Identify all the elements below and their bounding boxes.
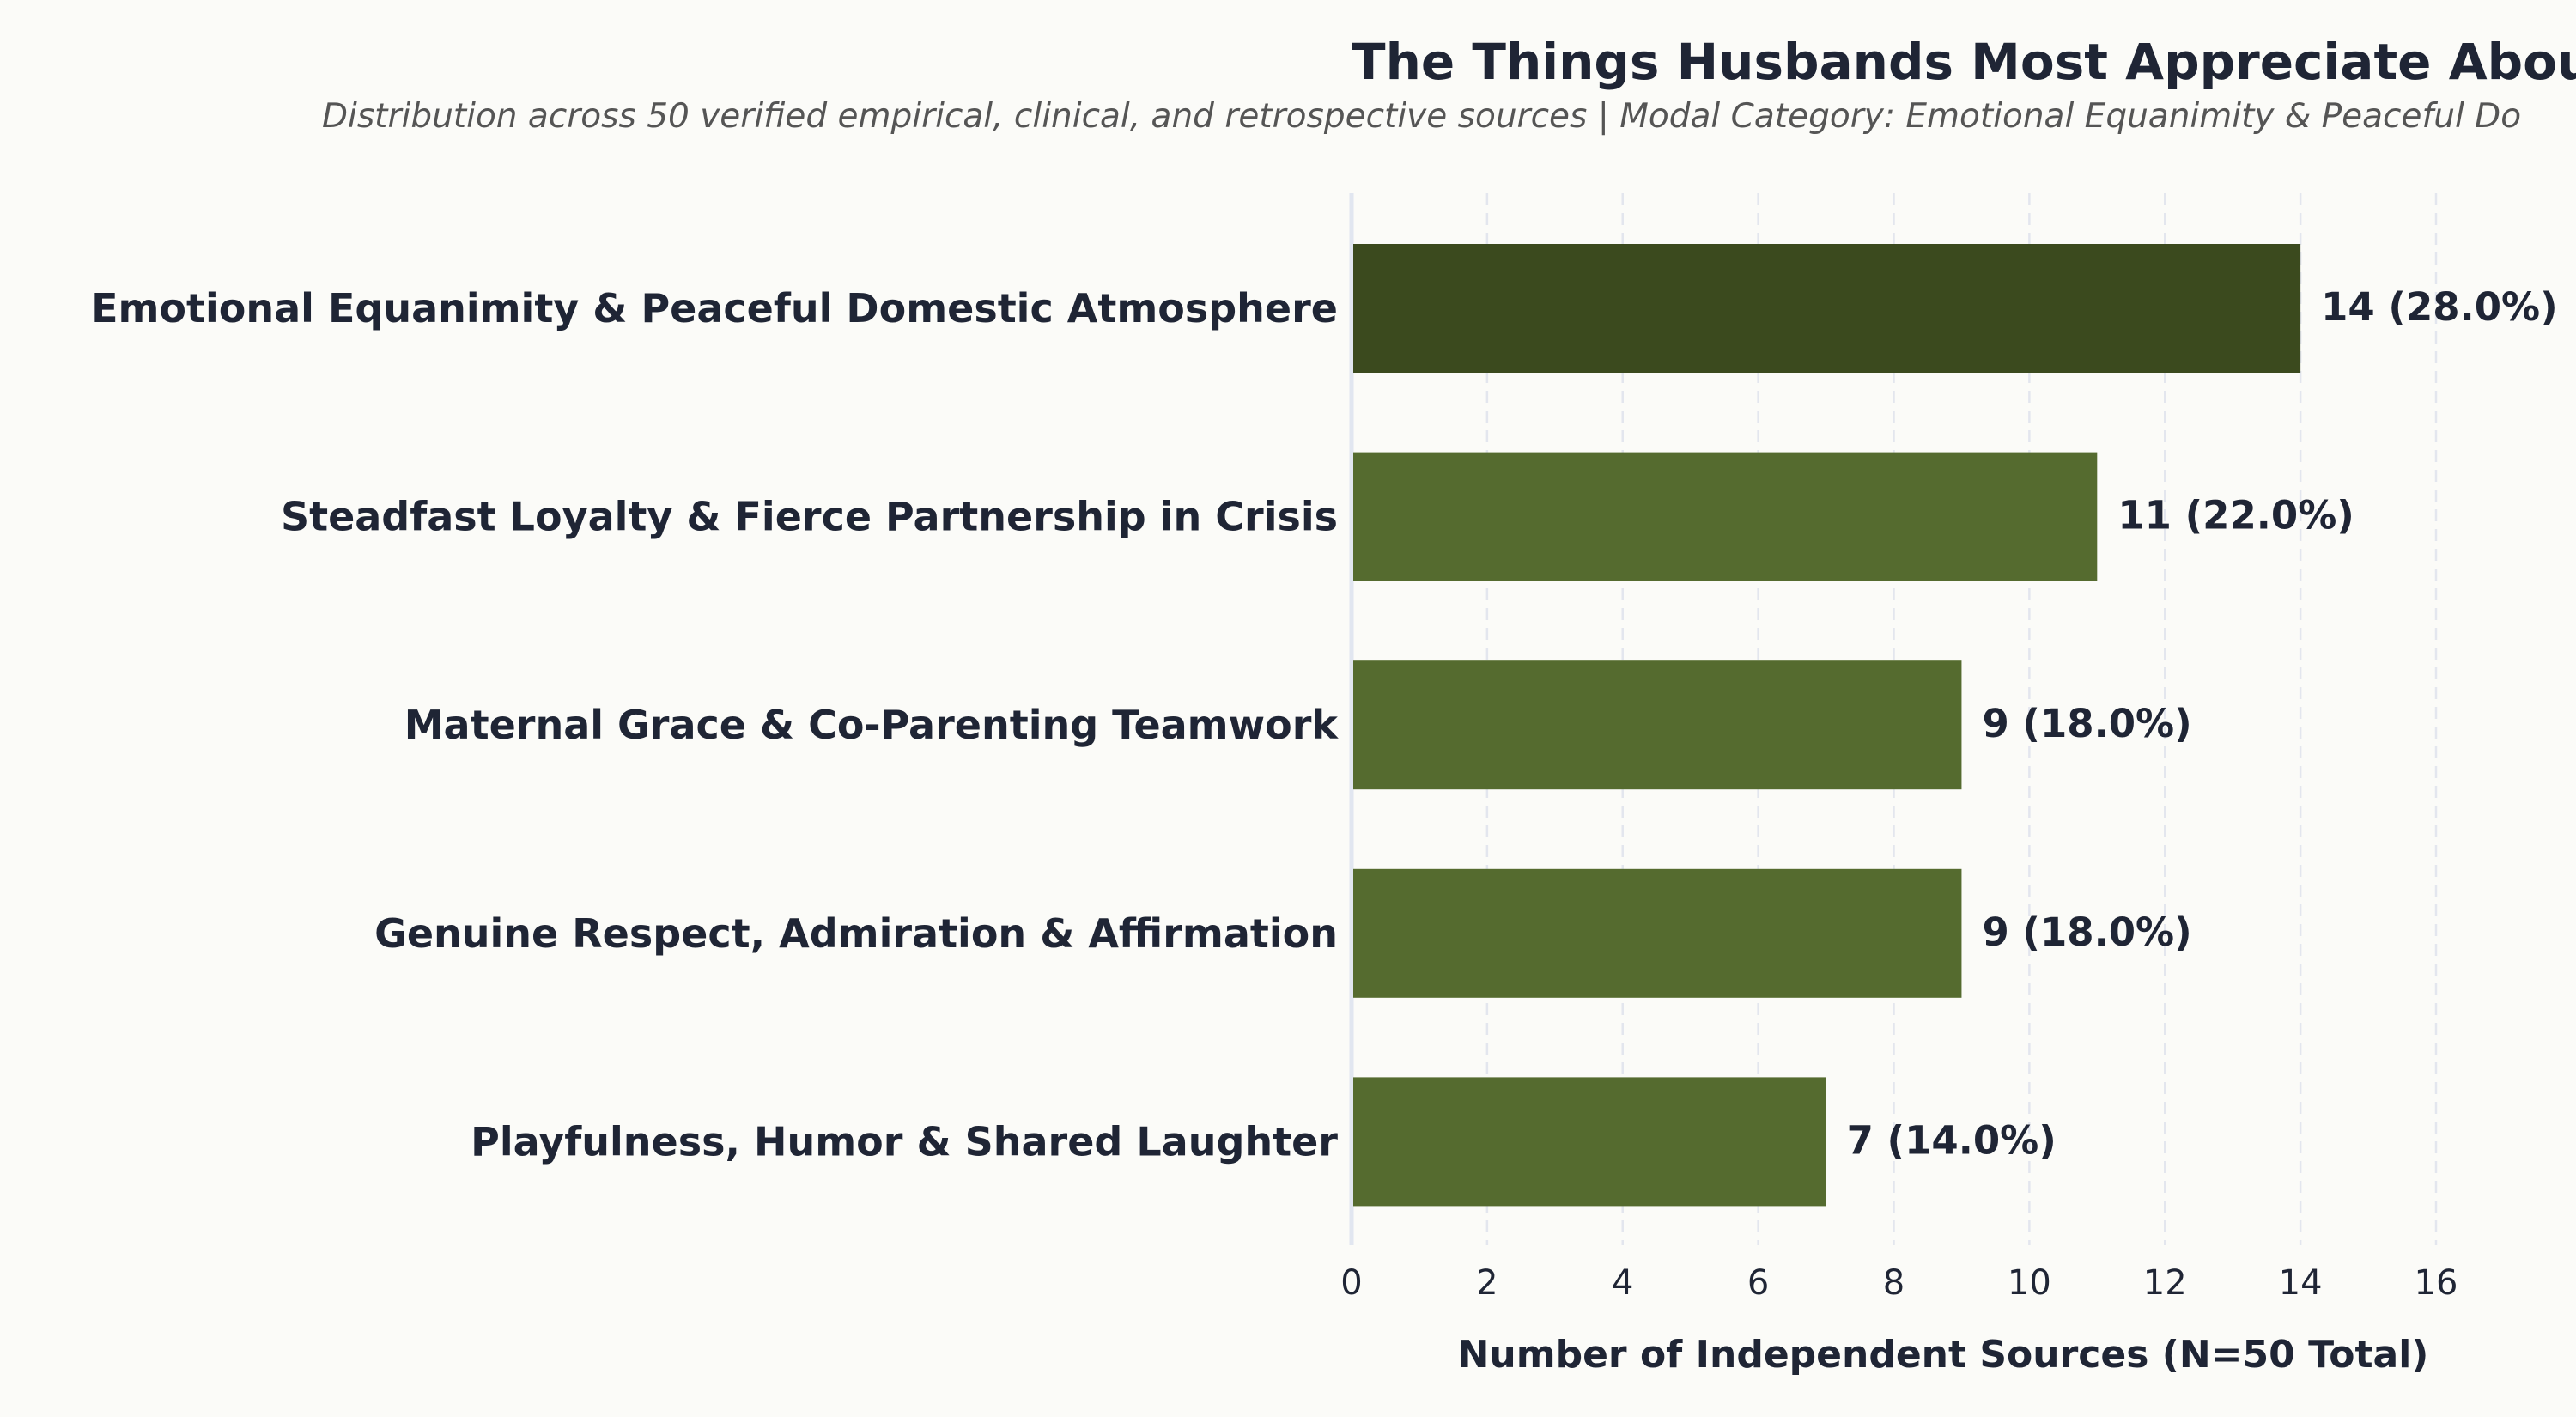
data-label: 9 (18.0%) — [1982, 701, 2191, 746]
data-label: 11 (22.0%) — [2117, 493, 2354, 538]
bar — [1353, 244, 2301, 373]
x-tick-label: 14 — [2279, 1263, 2323, 1303]
x-tick-label: 12 — [2143, 1263, 2187, 1303]
category-label: Emotional Equanimity & Peaceful Domestic… — [91, 285, 1338, 331]
data-label: 9 (18.0%) — [1982, 909, 2191, 955]
category-label: Genuine Respect, Admiration & Affirmatio… — [374, 910, 1338, 957]
chart-subtitle: Distribution across 50 verified empirica… — [322, 97, 2521, 136]
bar — [1353, 452, 2098, 581]
category-labels: Emotional Equanimity & Peaceful Domestic… — [91, 285, 1339, 1165]
category-label: Steadfast Loyalty & Fierce Partnership i… — [281, 494, 1338, 540]
data-labels: 14 (28.0%) 11 (22.0%) 9 (18.0%) 9 (18.0%) 7 … — [1847, 284, 2558, 1163]
x-tick-label: 8 — [1883, 1263, 1905, 1303]
data-label: 14 (28.0%) — [2321, 284, 2558, 330]
bar — [1353, 868, 1962, 998]
bars — [1353, 244, 2301, 1207]
data-label: 7 (14.0%) — [1847, 1117, 2057, 1163]
x-tick-label: 6 — [1747, 1263, 1769, 1303]
x-tick-labels: 0 2 4 6 8 10 12 14 16 — [1340, 1263, 2458, 1303]
bar — [1353, 1077, 1826, 1207]
x-tick-label: 0 — [1340, 1263, 1362, 1303]
x-axis-title: Number of Independent Sources (N=50 Tota… — [1458, 1333, 2429, 1377]
grid-lines — [1485, 193, 2438, 1245]
x-tick-label: 16 — [2415, 1263, 2458, 1303]
x-tick-label: 4 — [1612, 1263, 1633, 1303]
bar — [1353, 660, 1962, 790]
x-tick-label: 2 — [1476, 1263, 1498, 1303]
category-label: Playfulness, Humor & Shared Laughter — [471, 1118, 1338, 1165]
category-label: Maternal Grace & Co-Parenting Teamwork — [404, 702, 1340, 748]
x-tick-label: 10 — [2008, 1263, 2051, 1303]
chart-title: The Things Husbands Most Appreciate Abou — [1352, 33, 2576, 91]
